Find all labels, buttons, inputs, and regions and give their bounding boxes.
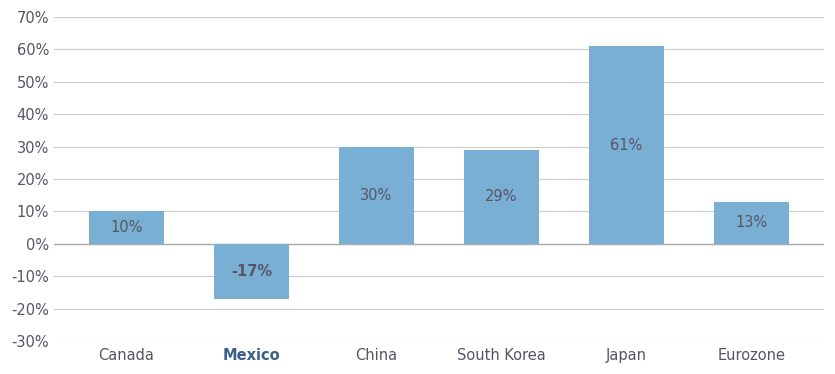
Bar — [339, 147, 414, 244]
Text: -17%: -17% — [230, 264, 272, 279]
Bar — [589, 46, 664, 244]
Bar — [714, 202, 789, 244]
Text: 61%: 61% — [610, 138, 642, 153]
Text: 30%: 30% — [360, 188, 392, 203]
Text: 10%: 10% — [110, 220, 143, 235]
Bar — [89, 211, 164, 244]
Text: 29%: 29% — [485, 189, 518, 204]
Text: 13%: 13% — [736, 215, 767, 230]
Bar — [464, 150, 539, 244]
Bar — [214, 244, 289, 299]
